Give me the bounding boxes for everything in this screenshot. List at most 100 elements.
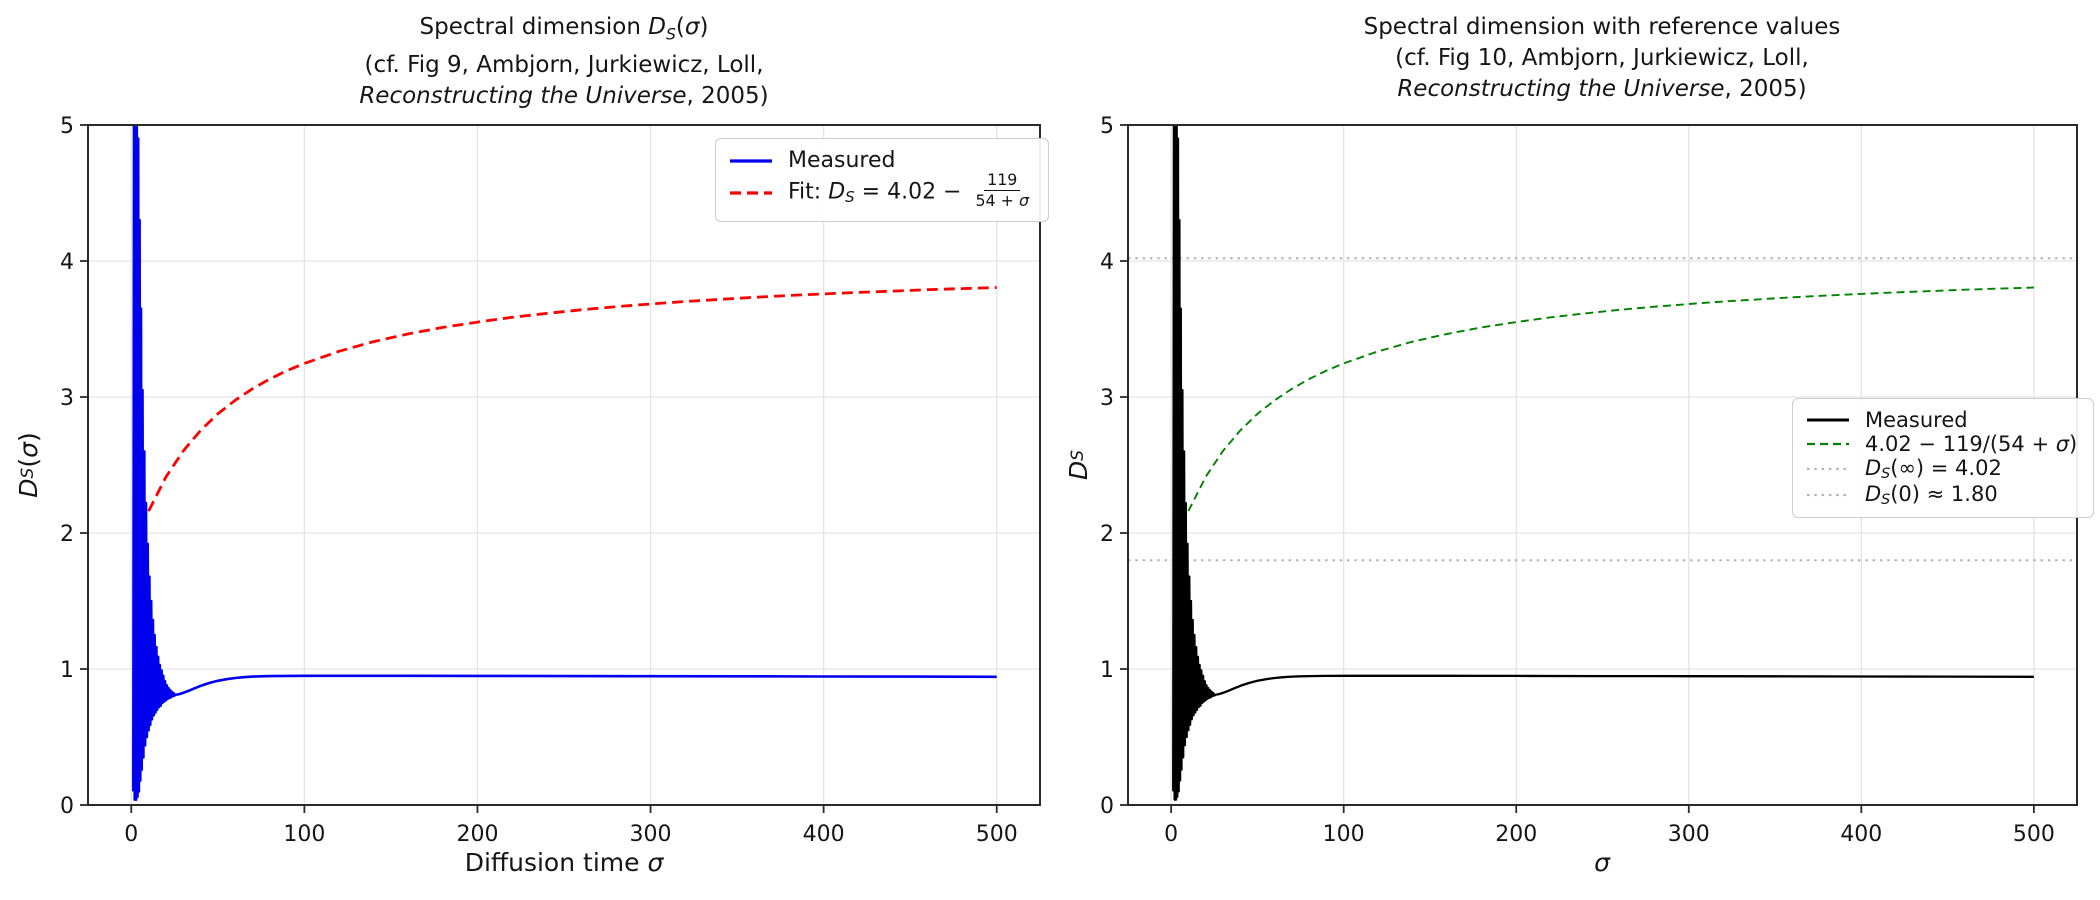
y-tick-label: 4 xyxy=(60,250,74,275)
text-segment: S xyxy=(665,24,676,44)
title-line: Reconstructing the Universe, 2005) xyxy=(84,81,1044,112)
text-segment: Spectral dimension xyxy=(419,14,649,40)
legend-label: DS(∞) = 4.02 xyxy=(1865,456,2002,482)
text-segment: 119 xyxy=(987,170,1018,189)
text-segment: Diffusion time xyxy=(464,848,648,877)
text-segment: ) xyxy=(2069,432,2078,456)
text-segment: (0) ≈ 1.80 xyxy=(1890,481,1998,506)
text-segment: σ xyxy=(1594,848,1610,877)
legend-right: Measured 4.02 − 119/(54 + σ) DS(∞) = 4.02 D… xyxy=(1792,398,2095,518)
x-tick-label: 300 xyxy=(630,822,672,847)
title-line: Reconstructing the Universe, 2005) xyxy=(1122,74,2082,105)
text-segment: D xyxy=(13,478,43,498)
text-segment: S xyxy=(1881,491,1891,508)
chart-title-right: Spectral dimension with reference values… xyxy=(1122,12,2082,105)
text-segment: σ xyxy=(647,848,664,877)
text-segment: S xyxy=(845,187,855,206)
text-segment: = 4.02 − xyxy=(854,179,969,205)
fraction: 119 54 + σ xyxy=(972,170,1032,211)
legend-label: 4.02 − 119/(54 + σ) xyxy=(1865,432,2077,456)
text-segment: Fit: xyxy=(788,179,829,205)
x-tick-label: 200 xyxy=(1495,822,1537,847)
y-axis-label-left: D S(σ) xyxy=(11,335,45,595)
y-tick-label: 4 xyxy=(1100,250,1114,275)
text-segment: D xyxy=(648,14,666,40)
text-segment: 54 + xyxy=(975,191,1019,211)
text-segment: Spectral dimension with reference values xyxy=(1363,14,1841,40)
text-segment: S xyxy=(1068,449,1088,461)
x-tick-label: 400 xyxy=(803,822,845,847)
x-tick-label: 0 xyxy=(1164,822,1178,847)
legend-sample-line xyxy=(730,191,772,195)
chart-title-left: Spectral dimension DS(σ) (cf. Fig 9, Ambj… xyxy=(84,12,1044,112)
text-segment: σ xyxy=(684,14,700,40)
text-segment: D xyxy=(1063,460,1093,481)
legend-sample-line xyxy=(1807,418,1849,422)
y-tick-label: 3 xyxy=(1100,386,1114,411)
text-segment: (∞) = 4.02 xyxy=(1890,456,2002,480)
x-tick-label: 300 xyxy=(1668,822,1710,847)
title-line: Spectral dimension DS(σ) xyxy=(84,12,1044,50)
y-tick-label: 1 xyxy=(1100,658,1114,683)
x-tick-label: 0 xyxy=(124,822,138,847)
legend-item: 4.02 − 119/(54 + σ) xyxy=(1805,432,2077,456)
text-segment: D xyxy=(1865,481,1882,506)
x-axis-label-right: σ xyxy=(1302,848,1902,877)
y-tick-label: 1 xyxy=(60,658,74,683)
text-segment: (cf. Fig 10, Ambjorn, Jurkiewicz, Loll, xyxy=(1395,45,1809,71)
text-segment: ) xyxy=(13,432,43,443)
text-segment: D xyxy=(1865,456,1882,480)
legend-sample-line xyxy=(1807,493,1849,496)
text-segment: S xyxy=(1881,465,1891,482)
x-tick-label: 400 xyxy=(1840,822,1882,847)
series-group xyxy=(132,125,997,801)
legend-sample-line xyxy=(1807,442,1849,446)
y-tick-label: 0 xyxy=(1100,794,1114,819)
text-segment: ( xyxy=(675,14,685,40)
x-tick-label: 100 xyxy=(1323,822,1365,847)
text-segment: Measured xyxy=(788,148,896,173)
legend-label: Fit: DS = 4.02 − 119 54 + σ xyxy=(788,170,1032,212)
legend-item: Measured xyxy=(1805,408,2077,432)
text-segment: ) xyxy=(699,14,709,40)
text-segment: σ xyxy=(13,442,43,458)
title-line: Spectral dimension with reference values xyxy=(1122,12,2082,43)
axes-spines xyxy=(87,124,1041,806)
text-segment: Reconstructing the Universe xyxy=(359,82,687,109)
legend-label: DS(0) ≈ 1.80 xyxy=(1865,482,1998,508)
legend-item: Fit: DS = 4.02 − 119 54 + σ xyxy=(728,170,1032,212)
text-segment: D xyxy=(828,179,846,205)
y-tick-label: 5 xyxy=(1100,114,1114,139)
series-line-measured xyxy=(132,125,997,801)
legend-sample-line xyxy=(730,158,772,163)
text-segment: σ xyxy=(1018,191,1029,211)
legend-label: Measured xyxy=(1865,408,1968,432)
text-segment: , 2005) xyxy=(1724,76,1807,102)
x-tick-label: 500 xyxy=(2013,822,2055,847)
legend-left: Measured Fit: DS = 4.02 − 119 54 + σ xyxy=(715,138,1049,223)
text-segment: ( xyxy=(13,457,43,468)
text-segment: , 2005) xyxy=(686,82,769,109)
text-segment: Measured xyxy=(1865,408,1968,432)
text-segment: 4.02 − 119/(54 + xyxy=(1865,432,2056,456)
title-line: (cf. Fig 9, Ambjorn, Jurkiewicz, Loll, xyxy=(84,50,1044,81)
series-line-fit-d-s-4-02-119-54 xyxy=(147,286,997,512)
y-tick-label: 0 xyxy=(60,794,74,819)
legend-item: DS(0) ≈ 1.80 xyxy=(1805,482,2077,508)
y-tick-label: 5 xyxy=(60,114,74,139)
y-tick-label: 2 xyxy=(1100,522,1114,547)
legend-label: Measured xyxy=(788,148,895,173)
text-segment: S xyxy=(18,467,38,479)
x-tick-label: 100 xyxy=(283,822,325,847)
text-segment: (cf. Fig 9, Ambjorn, Jurkiewicz, Loll, xyxy=(364,51,764,78)
title-line: (cf. Fig 10, Ambjorn, Jurkiewicz, Loll, xyxy=(1122,43,2082,74)
x-tick-label: 200 xyxy=(456,822,498,847)
legend-sample-line xyxy=(1807,467,1849,471)
text-segment: σ xyxy=(2055,432,2070,456)
text-segment: Reconstructing the Universe xyxy=(1397,76,1725,102)
y-tick-label: 3 xyxy=(60,386,74,411)
